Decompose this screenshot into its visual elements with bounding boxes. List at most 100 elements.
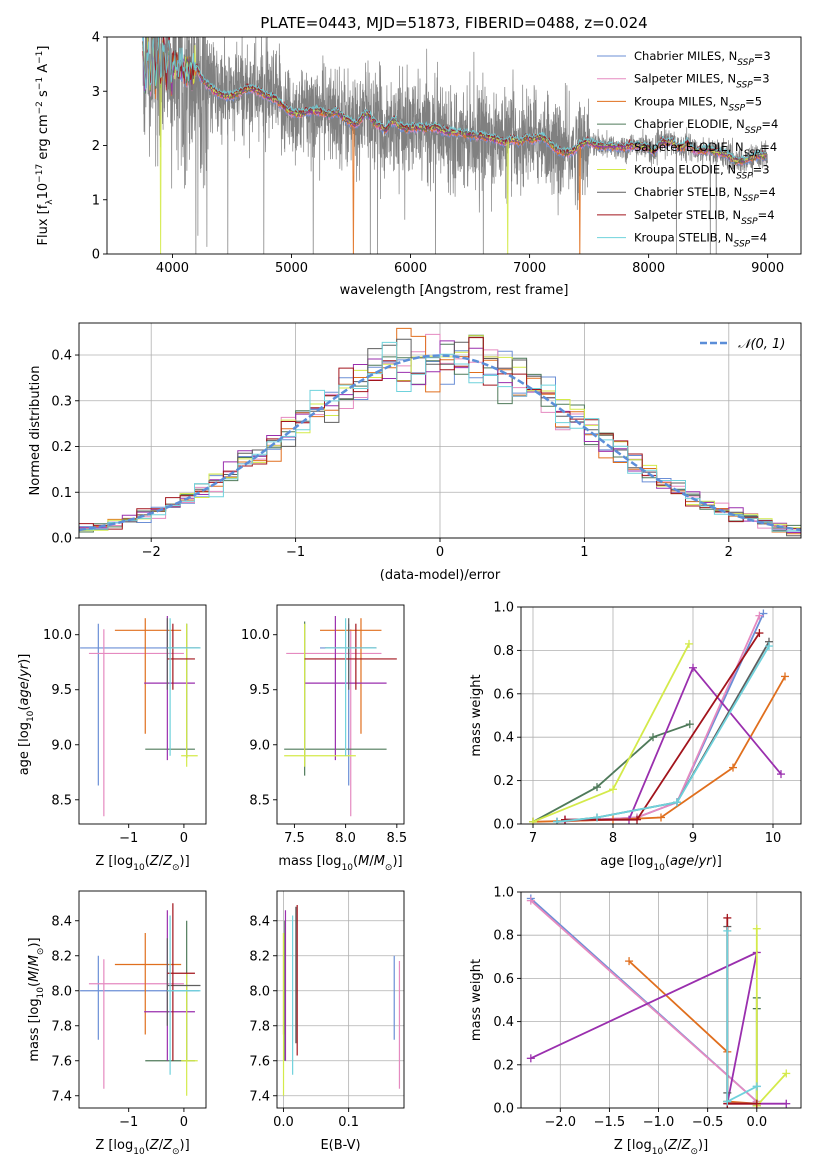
normal-curve <box>79 354 801 532</box>
x-axis-label: mass [log10(M/M⊙)] <box>278 854 402 873</box>
series-line <box>556 613 765 823</box>
label-part: SSP <box>737 58 754 68</box>
label-part: ( <box>665 854 670 869</box>
y-tick-label: 0.6 <box>493 687 514 702</box>
y-tick-label: 7.8 <box>249 1019 270 1034</box>
axes-frame <box>520 891 802 1109</box>
label-part: 10 <box>133 863 145 873</box>
label-part: ( <box>353 854 358 869</box>
label-part: yr <box>698 854 714 869</box>
label-part: ⊙ <box>172 863 180 873</box>
y-tick-label: 8.0 <box>51 984 72 999</box>
label-part: =4 <box>750 231 767 245</box>
y-tick-label: 1 <box>92 193 100 208</box>
label-part: 10 <box>342 863 354 873</box>
y-tick-label: 10.0 <box>43 628 72 643</box>
series-line <box>565 632 761 821</box>
y-tick-label: 0.8 <box>493 929 514 944</box>
label-part: =4 <box>761 117 778 131</box>
legend-label: Kroupa STELIB, NSSP=4 <box>634 231 767 250</box>
label-part: / <box>17 676 32 681</box>
plot-area <box>529 609 789 824</box>
label-part: SSP <box>736 172 753 182</box>
label-part: Salpeter ELODIE, N <box>634 140 744 154</box>
plot-area <box>526 894 791 1108</box>
legend-label: Chabrier MILES, NSSP=3 <box>634 49 771 68</box>
label-part: Kroupa STELIB, N <box>634 231 734 245</box>
plot-area <box>142 37 768 254</box>
x-axis-label: (data-model)/error <box>380 568 501 583</box>
y-tick-label: 0.2 <box>493 774 514 789</box>
series-line <box>726 930 758 1103</box>
x-tick-label: 9000 <box>751 261 784 276</box>
y-tick-label: 0.4 <box>493 731 514 746</box>
label-part: ⊙ <box>385 863 393 873</box>
label-part: age <box>17 681 32 705</box>
label-part: / <box>694 854 699 869</box>
axes-frame-mass_vs_ebv: 0.0 0.1 7.4 7.6 7.8 8.0 8.2 8.4 E(B-V) <box>249 890 405 1153</box>
label-part: Salpeter MILES, N <box>634 72 736 86</box>
x-tick-label: −1.0 <box>643 1115 675 1130</box>
label-part: Z <box>667 1138 678 1153</box>
y-tick-label: 8.2 <box>51 949 72 964</box>
legend-label: 𝒩(0, 1) <box>738 337 785 352</box>
histogram-step <box>79 341 801 532</box>
y-tick-label: 0.2 <box>51 440 72 455</box>
axes-frame <box>520 606 802 825</box>
label-part: age [log <box>600 854 653 869</box>
x-tick-label: 10 <box>765 831 782 846</box>
label-part: )] <box>180 1138 190 1153</box>
label-part: / <box>27 966 42 971</box>
y-tick-label: 7.6 <box>249 1054 270 1069</box>
y-tick-label: 0.0 <box>493 1102 514 1117</box>
label-part: −1 <box>35 51 45 64</box>
x-axis-label: wavelength [Angstrom, rest frame] <box>340 283 569 298</box>
label-part: ( <box>27 982 42 987</box>
axes-residuals <box>79 323 801 539</box>
axes-frame-mass_vs_Z: −1 07.47.67.88.08.28.4Z [log10(Z/Z⊙)]mass… <box>27 890 207 1157</box>
legend-label: Chabrier STELIB, NSSP=4 <box>634 185 776 204</box>
label-part: 10 <box>653 863 665 873</box>
label-part: Kroupa ELODIE, N <box>634 163 736 177</box>
x-tick-label: 7000 <box>513 261 546 276</box>
axes-frame <box>276 890 405 1109</box>
label-part: erg cm <box>36 114 51 163</box>
label-part: =3 <box>753 163 770 177</box>
label-part: )] <box>698 1138 708 1153</box>
axes-mass_vs_ebv <box>277 891 404 1108</box>
label-part: 10 <box>26 710 36 722</box>
y-tick-label: 8.5 <box>51 793 72 808</box>
series-line <box>556 615 761 823</box>
axes-weight_vs_age <box>521 606 801 825</box>
y-tick-label: 0.0 <box>493 818 514 833</box>
legend-label: Salpeter ELODIE, NSSP=4 <box>634 140 777 159</box>
plot-area <box>284 616 397 817</box>
axes-age_vs_mass <box>284 616 397 817</box>
x-axis-label: age [log10(age/yr)] <box>600 854 722 873</box>
y-tick-label: 9.0 <box>51 738 72 753</box>
y-tick-label: 0.6 <box>493 972 514 987</box>
y-tick-label: 1.0 <box>493 886 514 901</box>
series-line <box>556 645 770 823</box>
label-part: s <box>36 90 51 101</box>
x-tick-label: −1 <box>119 1115 138 1130</box>
y-tick-label: 8.2 <box>249 949 270 964</box>
x-axis-label: Z [log10(Z/Z⊙)] <box>95 854 189 873</box>
label-part: SSP <box>741 217 758 227</box>
legend-label: Salpeter MILES, NSSP=3 <box>634 72 770 91</box>
y-axis-label: mass [log10(M/M⊙)] <box>27 937 46 1061</box>
label-part: Z [log <box>95 854 133 869</box>
label-part: A <box>36 64 51 77</box>
plot-area <box>79 327 801 537</box>
x-tick-label: −1 <box>119 831 138 846</box>
x-tick-label: 0 <box>180 831 188 846</box>
label-part: / <box>159 1138 164 1153</box>
y-axis-label: Flux [fλ10−17 erg cm−2 s−1 A−1] <box>35 46 55 246</box>
legend-label: Kroupa ELODIE, NSSP=3 <box>634 163 770 182</box>
label-part: SSP <box>734 240 751 250</box>
label-part: )] <box>712 854 722 869</box>
x-tick-label: 1 <box>580 545 588 560</box>
label-part: =3 <box>753 72 770 86</box>
plot-area <box>80 616 201 817</box>
